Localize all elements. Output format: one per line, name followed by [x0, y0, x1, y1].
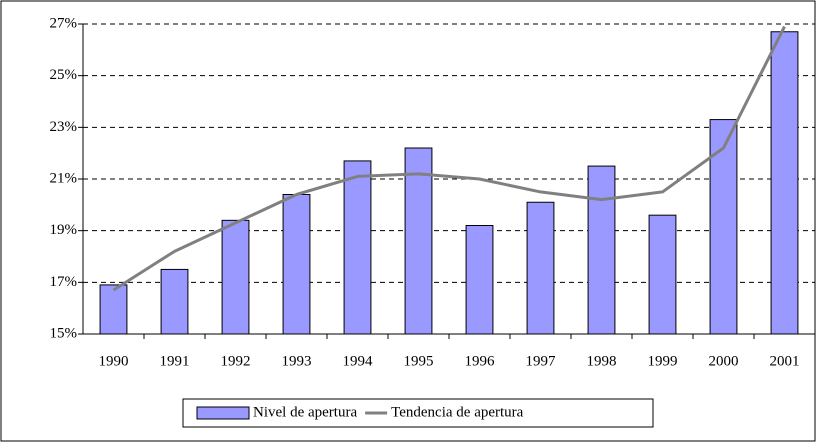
- x-tick-label: 1999: [648, 353, 678, 369]
- bar: [465, 225, 494, 335]
- y-tick-label: 15%: [50, 325, 78, 341]
- y-tick-label: 25%: [50, 67, 78, 83]
- bar: [770, 31, 799, 335]
- x-tick-label: 1993: [282, 353, 312, 369]
- bar: [282, 194, 311, 335]
- bar: [709, 119, 738, 335]
- bar: [648, 214, 677, 335]
- bar: [526, 201, 555, 335]
- x-tick-label: 1990: [99, 353, 129, 369]
- x-tick-label: 1997: [526, 353, 557, 369]
- bar: [221, 219, 250, 335]
- x-tick-label: 1995: [404, 353, 434, 369]
- x-tick-label: 1994: [343, 353, 374, 369]
- bar: [99, 284, 128, 335]
- y-tick-label: 27%: [50, 15, 78, 31]
- trend-line: [112, 25, 786, 292]
- x-tick-label: 1996: [465, 353, 496, 369]
- x-tick-label: 2001: [770, 353, 800, 369]
- bar: [343, 160, 372, 335]
- x-tick-label: 1992: [221, 353, 251, 369]
- legend-swatch: [196, 406, 250, 420]
- legend-label: Tendencia de apertura: [391, 404, 524, 420]
- bar: [160, 268, 189, 335]
- legend-box: [182, 398, 654, 428]
- x-tick-label: 1991: [160, 353, 190, 369]
- y-tick-label: 21%: [50, 170, 78, 186]
- legend-label: Nivel de apertura: [253, 404, 357, 420]
- y-tick-label: 23%: [50, 119, 78, 135]
- x-tick-label: 2000: [709, 353, 739, 369]
- x-tick-label: 1998: [587, 353, 617, 369]
- y-tick-label: 19%: [50, 222, 78, 238]
- bar: [587, 165, 616, 335]
- y-tick-label: 17%: [50, 274, 78, 290]
- bar: [404, 147, 433, 335]
